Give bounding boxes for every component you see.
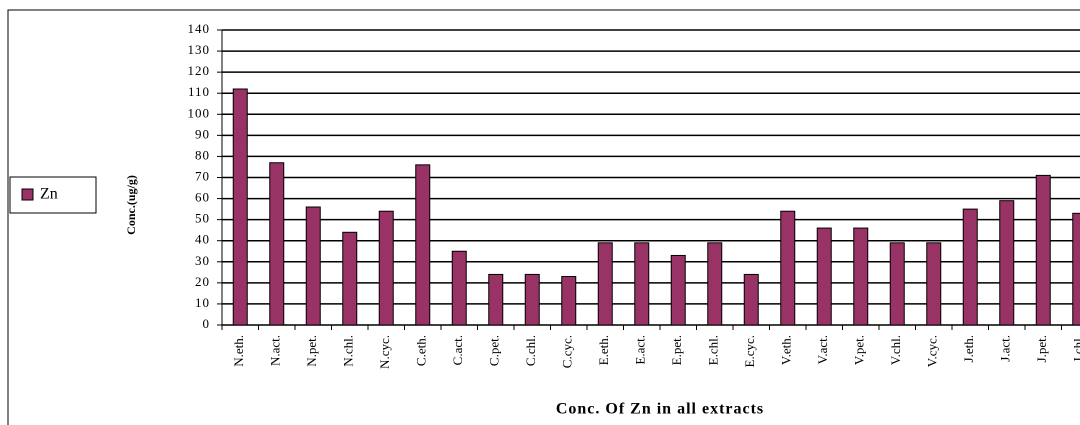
- bar: [999, 200, 1015, 326]
- x-tick-label: C.act.: [450, 335, 465, 365]
- bar: [1035, 174, 1051, 326]
- bar: [670, 254, 686, 326]
- x-tick-label: C.eth.: [414, 335, 429, 366]
- chart-frame: [7, 9, 1080, 425]
- y-axis-title: Conc.(ug/g): [124, 175, 138, 235]
- bar: [561, 276, 577, 326]
- bar: [926, 242, 942, 326]
- bar: [451, 250, 467, 326]
- y-tick-label: 90: [195, 126, 210, 141]
- x-tick-label: V.pet.: [852, 335, 867, 365]
- y-tick-label: 20: [195, 274, 210, 289]
- bar: [524, 273, 540, 326]
- bar: [269, 162, 285, 326]
- x-axis-title: Conc. Of Zn in all extracts: [556, 401, 764, 418]
- bar: [889, 242, 905, 326]
- y-tick-label: 70: [195, 168, 210, 183]
- y-tick-label: 0: [203, 316, 211, 331]
- bar: [1072, 212, 1080, 326]
- bar: [707, 242, 723, 326]
- legend-swatch: [21, 188, 34, 201]
- x-tick-label: C.pet.: [487, 335, 502, 366]
- y-tick-label: 130: [188, 42, 211, 57]
- bar: [415, 164, 431, 326]
- x-tick-label: N.act.: [268, 335, 283, 366]
- x-tick-label: N.cyc.: [377, 335, 392, 369]
- x-tick-label: J.act.: [998, 335, 1013, 362]
- x-tick-label: E.act.: [633, 335, 648, 365]
- x-tick-label: N.chl.: [341, 335, 356, 367]
- x-tick-label: V.chl.: [888, 335, 903, 365]
- x-tick-label: V.eth.: [779, 335, 794, 365]
- x-tick-label: J.pet.: [1034, 335, 1049, 362]
- bar: [743, 273, 759, 326]
- x-tick-label: C.cyc.: [560, 335, 575, 368]
- bar: [597, 242, 613, 326]
- y-tick-label: 80: [195, 147, 210, 162]
- x-tick-label: J.chl.: [1071, 335, 1080, 362]
- x-tick-label: N.pet.: [304, 335, 319, 367]
- bar: [634, 242, 650, 326]
- x-tick-label: V.cyc.: [925, 335, 940, 367]
- x-tick-label: N.eth.: [231, 335, 246, 367]
- y-tick-label: 110: [188, 84, 210, 99]
- y-tick-label: 140: [188, 21, 211, 36]
- y-tick-label: 100: [188, 105, 211, 120]
- x-tick-label: E.eth.: [596, 335, 611, 365]
- bar: [342, 231, 358, 326]
- x-tick-label: E.pet.: [669, 335, 684, 365]
- x-tick-label: V.act.: [815, 335, 830, 364]
- bar: [780, 210, 796, 326]
- bar: [962, 208, 978, 326]
- y-tick-label: 10: [195, 295, 210, 310]
- y-tick-label: 120: [188, 63, 211, 78]
- legend-label: Zn: [40, 186, 58, 203]
- bar: [378, 210, 394, 326]
- bar: [305, 206, 321, 326]
- bar: [488, 273, 504, 326]
- y-tick-label: 50: [195, 211, 210, 226]
- x-tick-label: C.chl.: [523, 335, 538, 366]
- y-tick-label: 60: [195, 190, 210, 205]
- bar: [853, 227, 869, 326]
- x-tick-label: E.chl.: [706, 335, 721, 365]
- y-tick-label: 30: [195, 253, 210, 268]
- bar: [816, 227, 832, 326]
- x-tick-label: J.eth.: [961, 335, 976, 362]
- bar: [232, 88, 248, 326]
- y-tick-label: 40: [195, 232, 210, 247]
- x-tick-label: E.cyc.: [742, 335, 757, 367]
